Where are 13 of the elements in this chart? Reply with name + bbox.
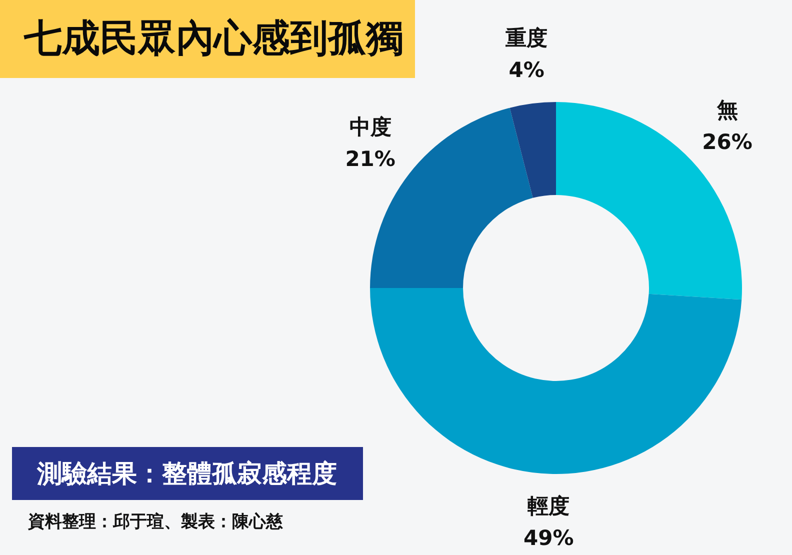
data-label: 4%	[508, 58, 544, 82]
donut-slice	[370, 288, 742, 474]
text: 測驗結果：整體孤寂感程度	[36, 459, 337, 488]
donut-slice	[510, 102, 556, 198]
data-label: 21%	[345, 146, 396, 171]
slice-label: 輕度	[528, 494, 570, 518]
slice-label: 無	[716, 98, 738, 122]
data-label: 49%	[523, 526, 574, 550]
chart-title: 七成民眾內心感到孤獨	[23, 16, 404, 60]
data-label: 26%	[702, 130, 752, 154]
slice-label: 重度	[504, 26, 548, 50]
slice-label: 中度	[349, 114, 392, 139]
text: 資料整理：邱于瑄、製表：陳心慈	[27, 512, 284, 532]
